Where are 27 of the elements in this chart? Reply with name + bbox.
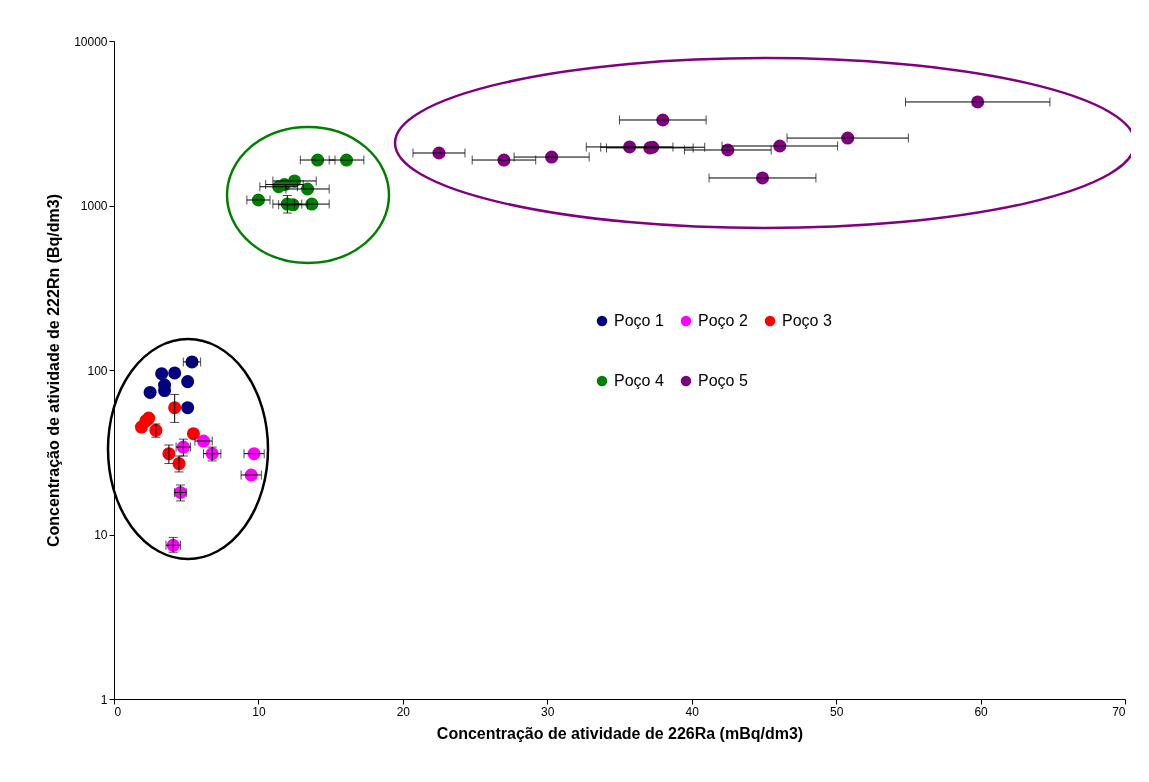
point	[168, 366, 182, 380]
legend-label: Poço 4	[614, 372, 664, 389]
x-tick-label: 10	[252, 704, 266, 719]
point	[181, 375, 195, 389]
point	[143, 385, 157, 399]
x-tick-label: 70	[1112, 704, 1126, 719]
x-tick-label: 0	[114, 704, 122, 719]
y-axis-title: Concentração de atividade de 222Rn (Bq/dm3)	[45, 194, 63, 547]
x-tick-label: 60	[974, 704, 989, 719]
point	[181, 401, 195, 415]
x-tick-label: 50	[829, 704, 844, 719]
y-tick-label: 1	[100, 692, 108, 707]
legend-label: Poço 5	[698, 372, 748, 389]
x-tick-label: 30	[541, 704, 555, 719]
legend-label: Poço 1	[614, 312, 664, 329]
y-tick-label: 100	[87, 363, 108, 378]
legend-label: Poço 2	[698, 312, 748, 329]
y-tick-label: 10000	[74, 34, 108, 49]
x-tick-label: 20	[396, 704, 411, 719]
point	[134, 420, 148, 434]
x-axis-title: Concentração de atividade de 226Ra (mBq/dm3)	[436, 724, 804, 742]
legend-label: Poço 3	[782, 312, 832, 329]
y-tick-label: 10	[94, 528, 108, 542]
x-tick-label: 40	[685, 704, 700, 719]
point	[155, 367, 169, 381]
point	[186, 427, 200, 441]
y-tick-label: 1000	[80, 199, 108, 213]
